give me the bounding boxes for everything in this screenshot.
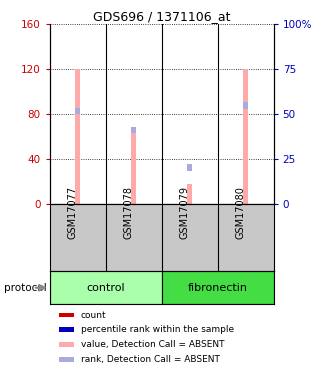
Bar bbox=[59, 313, 74, 318]
Text: count: count bbox=[81, 310, 107, 320]
Bar bbox=[162, 271, 274, 304]
Text: protocol: protocol bbox=[4, 283, 47, 293]
Text: GSM17079: GSM17079 bbox=[180, 186, 190, 239]
Text: control: control bbox=[86, 283, 125, 293]
Bar bbox=[59, 357, 74, 362]
Text: GSM17078: GSM17078 bbox=[124, 186, 134, 239]
Text: GSM17080: GSM17080 bbox=[236, 186, 246, 239]
Bar bbox=[243, 69, 248, 204]
Bar bbox=[187, 184, 192, 204]
Bar bbox=[75, 108, 80, 114]
Title: GDS696 / 1371106_at: GDS696 / 1371106_at bbox=[93, 10, 230, 23]
Text: rank, Detection Call = ABSENT: rank, Detection Call = ABSENT bbox=[81, 355, 220, 364]
Bar bbox=[75, 69, 80, 204]
Bar bbox=[131, 131, 136, 204]
Bar bbox=[59, 327, 74, 332]
Bar bbox=[243, 102, 248, 109]
Text: GSM17077: GSM17077 bbox=[68, 186, 78, 239]
Bar bbox=[187, 164, 192, 171]
Text: percentile rank within the sample: percentile rank within the sample bbox=[81, 326, 234, 334]
Bar bbox=[59, 342, 74, 347]
Text: fibronectin: fibronectin bbox=[188, 283, 248, 293]
Bar bbox=[131, 127, 136, 134]
Bar bbox=[50, 271, 162, 304]
Text: value, Detection Call = ABSENT: value, Detection Call = ABSENT bbox=[81, 340, 224, 349]
